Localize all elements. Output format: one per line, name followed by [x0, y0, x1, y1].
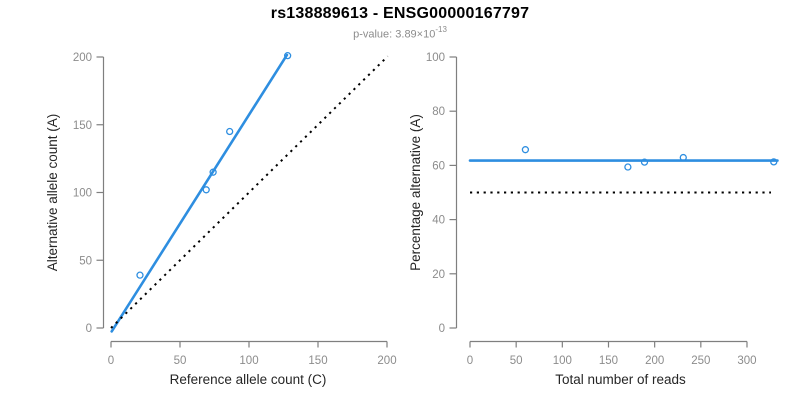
- x-tick-label: 50: [510, 355, 523, 367]
- y-tick-label: 100: [426, 52, 445, 64]
- y-tick-label: 80: [432, 106, 445, 118]
- x-tick-label: 0: [467, 355, 473, 367]
- regression-line: [110, 53, 289, 333]
- data-point: [770, 158, 778, 166]
- data-point: [202, 186, 210, 194]
- y-tick-label: 100: [73, 188, 92, 200]
- data-point: [226, 127, 234, 136]
- y-tick-label: 200: [73, 52, 92, 64]
- y-tick-label: 50: [79, 255, 92, 267]
- figure-title: rs138889613 - ENSG00000167797: [270, 5, 530, 22]
- x-tick-label: 200: [645, 355, 664, 367]
- x-axis-title: Reference allele count (C): [170, 372, 327, 387]
- x-tick-label: 100: [553, 355, 572, 367]
- y-axis-title: Alternative allele count (A): [45, 114, 60, 272]
- y-tick-label: 40: [432, 215, 445, 227]
- y-tick-label: 60: [432, 160, 445, 172]
- y-tick-label: 0: [86, 323, 92, 335]
- x-tick-label: 300: [737, 355, 756, 367]
- x-tick-label: 0: [108, 355, 114, 367]
- y-tick-label: 0: [439, 323, 445, 335]
- x-axis-title: Total number of reads: [555, 372, 686, 387]
- data-point: [521, 146, 530, 154]
- y-tick-label: 150: [73, 120, 92, 132]
- pvalue-label: p-value: 3.89×10: [353, 28, 436, 41]
- data-point: [209, 168, 217, 176]
- x-tick-label: 200: [377, 355, 396, 367]
- identity-line: [110, 55, 389, 329]
- data-point: [136, 271, 144, 279]
- figure-subtitle: p-value: 3.89×10-13: [0, 25, 800, 41]
- y-axis-title: Percentage alternative (A): [408, 114, 423, 271]
- x-tick-label: 250: [691, 355, 710, 367]
- data-point: [624, 163, 632, 171]
- data-point: [679, 153, 687, 162]
- x-tick-label: 50: [174, 355, 187, 367]
- data-point: [640, 158, 649, 166]
- pvalue-exponent: -13: [435, 25, 447, 34]
- x-tick-label: 150: [308, 355, 327, 367]
- x-tick-label: 100: [239, 355, 258, 367]
- data-point: [283, 51, 292, 60]
- y-tick-label: 20: [432, 269, 445, 281]
- x-tick-label: 150: [599, 355, 618, 367]
